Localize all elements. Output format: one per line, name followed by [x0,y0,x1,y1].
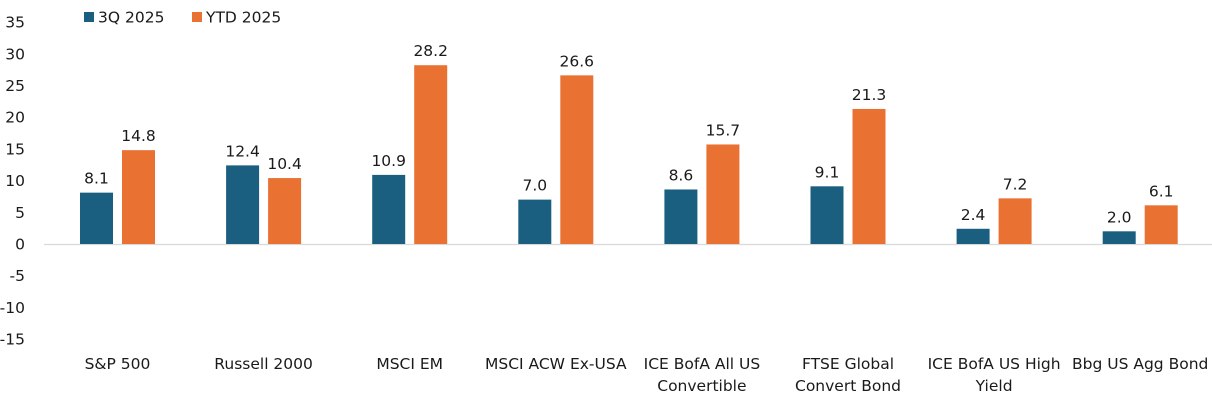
bar-ytd [1144,205,1178,244]
bar-q3 [664,189,698,244]
bar-ytd [268,178,302,244]
legend-swatch [84,12,94,22]
bar-ytd [706,144,740,244]
y-tick-label: 35 [5,14,25,32]
y-tick-label: 30 [5,45,25,63]
data-label: 8.6 [669,166,694,184]
data-label: 2.0 [1107,208,1132,226]
x-tick-label: MSCI EM [376,355,443,373]
y-tick-label: 10 [5,172,25,190]
x-tick-label: S&P 500 [85,355,151,373]
x-tick-label: FTSE Global [802,355,894,373]
data-label: 26.6 [560,52,595,70]
data-label: 28.2 [413,42,448,60]
bar-q3 [1102,231,1136,244]
y-tick-label: 0 [15,236,25,254]
bar-ytd [852,108,886,244]
legend-label: YTD 2025 [205,9,281,27]
legend-label: 3Q 2025 [98,9,164,27]
bar-ytd [414,65,448,244]
y-tick-label: -5 [10,267,25,285]
data-label: 7.2 [1003,175,1028,193]
y-tick-label: 15 [5,140,25,158]
data-label: 2.4 [961,206,986,224]
data-label: 14.8 [121,127,156,145]
data-label: 21.3 [852,86,887,104]
x-tick-label: ICE BofA US High [928,355,1061,373]
y-tick-label: -10 [0,299,25,317]
data-label: 10.4 [267,155,302,173]
bar-ytd [560,75,594,244]
y-tick-label: -15 [0,331,25,349]
y-tick-label: 5 [15,204,25,222]
x-tick-label: Bbg US Agg Bond [1072,355,1208,373]
bar-q3 [956,228,990,244]
data-label: 8.1 [84,170,109,188]
data-label: 10.9 [371,152,406,170]
x-tick-label: Russell 2000 [214,355,313,373]
data-label: 12.4 [225,142,260,160]
bar-q3 [810,186,844,244]
bar-q3 [372,174,406,244]
x-tick-label: ICE BofA All US [644,355,761,373]
x-tick-label: Convertible [657,377,746,395]
bar-q3 [80,192,113,244]
x-tick-label: Convert Bond [795,377,901,395]
bar-ytd [998,198,1032,244]
data-label: 15.7 [706,121,741,139]
y-tick-label: 25 [5,77,25,95]
data-label: 7.0 [522,177,547,195]
bar-q3 [226,165,260,244]
x-tick-label: MSCI ACW Ex-USA [485,355,627,373]
bar-q3 [518,199,552,244]
data-label: 9.1 [815,163,840,181]
y-tick-label: 20 [5,109,25,127]
x-tick-label: Yield [975,377,1013,395]
data-label: 6.1 [1149,182,1174,200]
bar-ytd [122,150,155,244]
legend-swatch [192,12,202,22]
